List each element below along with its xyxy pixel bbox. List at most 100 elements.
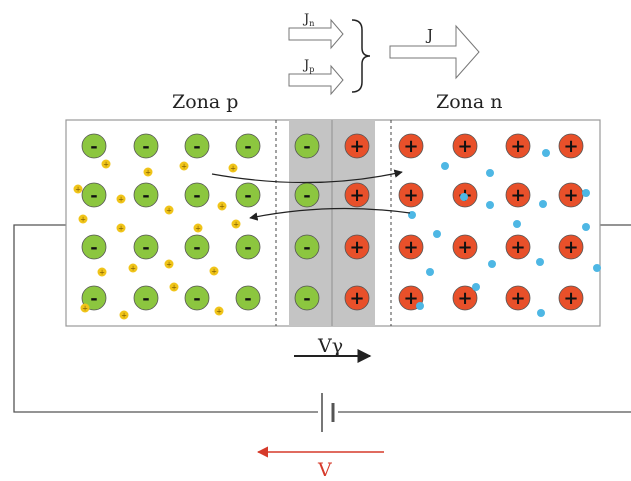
donor-ion: + [505,133,531,159]
svg-text:+: + [219,203,225,211]
svg-text:-: - [193,185,200,206]
svg-text:+: + [166,261,172,269]
svg-text:+: + [563,136,578,157]
donor-ion: + [452,285,478,311]
svg-text:+: + [403,288,418,309]
acceptor-ion: - [235,285,261,311]
svg-text:+: + [457,237,472,258]
acceptor-ion: - [184,234,210,260]
svg-text:-: - [303,136,310,157]
svg-text:-: - [303,237,310,258]
svg-text:+: + [349,136,364,157]
svg-text:-: - [90,185,97,206]
hole: + [209,266,219,276]
electron [488,260,496,268]
acceptor-ion: - [184,285,210,311]
hole: + [169,282,179,292]
svg-text:+: + [99,269,105,277]
svg-text:+: + [349,185,364,206]
svg-text:+: + [121,312,127,320]
hole: + [214,306,224,316]
donor-ion: + [505,234,531,260]
electron [486,201,494,209]
acceptor-ion: - [184,182,210,208]
svg-text:-: - [90,136,97,157]
hole: + [193,223,203,233]
hole: + [164,259,174,269]
electrons [408,149,601,317]
electron [582,189,590,197]
svg-text:+: + [457,136,472,157]
v-label: V [317,459,332,481]
electron [472,283,480,291]
svg-text:+: + [563,185,578,206]
svg-text:-: - [90,237,97,258]
svg-text:+: + [403,136,418,157]
acceptor-ion: - [133,285,159,311]
svg-text:+: + [510,185,525,206]
electron [593,264,601,272]
acceptor-ion: - [81,234,107,260]
electron [582,223,590,231]
svg-text:-: - [193,237,200,258]
electron [433,230,441,238]
svg-text:+: + [82,305,88,313]
svg-text:+: + [216,308,222,316]
v-gamma-label: Vγ [317,335,343,357]
donor-ion: + [558,133,584,159]
svg-text:-: - [244,136,251,157]
svg-text:+: + [171,284,177,292]
svg-text:+: + [103,161,109,169]
donor-ion: + [344,182,370,208]
hole: + [231,219,241,229]
svg-text:+: + [457,288,472,309]
donor-ion: + [344,234,370,260]
svg-text:-: - [193,136,200,157]
svg-text:+: + [166,207,172,215]
battery-symbol [321,393,335,432]
brace-icon [351,19,371,93]
donor-ion: + [398,133,424,159]
svg-text:+: + [233,221,239,229]
svg-text:+: + [349,288,364,309]
svg-text:+: + [75,186,81,194]
svg-text:-: - [142,237,149,258]
electron-flow-arrow [211,169,403,184]
acceptor-ion: - [294,234,320,260]
electron [426,268,434,276]
svg-text:-: - [303,185,310,206]
acceptor-ion: - [235,133,261,159]
acceptor-ion: - [184,133,210,159]
hole: + [143,167,153,177]
donor-ion: + [452,133,478,159]
total-current-arrow [389,24,480,80]
acceptor-ion: - [81,133,107,159]
donor-ion: + [505,182,531,208]
hole: + [116,194,126,204]
svg-text:-: - [142,136,149,157]
hole: + [179,161,189,171]
donor-ion: + [505,285,531,311]
hole-flow-arrow [249,207,411,221]
donor-ion: + [398,182,424,208]
svg-text:+: + [118,225,124,233]
hole: + [78,214,88,224]
electron [537,309,545,317]
svg-text:+: + [195,225,201,233]
zona-n-label: Zona n [436,91,502,113]
electron [416,302,424,310]
hole: + [128,263,138,273]
acceptor-ion: - [133,182,159,208]
svg-text:+: + [349,237,364,258]
svg-text:+: + [145,169,151,177]
jn-current-arrow [288,18,344,50]
acceptor-ion: - [133,234,159,260]
svg-text:+: + [563,288,578,309]
svg-text:+: + [510,288,525,309]
donor-ion: + [344,285,370,311]
hole: + [116,223,126,233]
j-total-label: J [425,26,433,44]
electron [513,220,521,228]
svg-text:-: - [244,237,251,258]
